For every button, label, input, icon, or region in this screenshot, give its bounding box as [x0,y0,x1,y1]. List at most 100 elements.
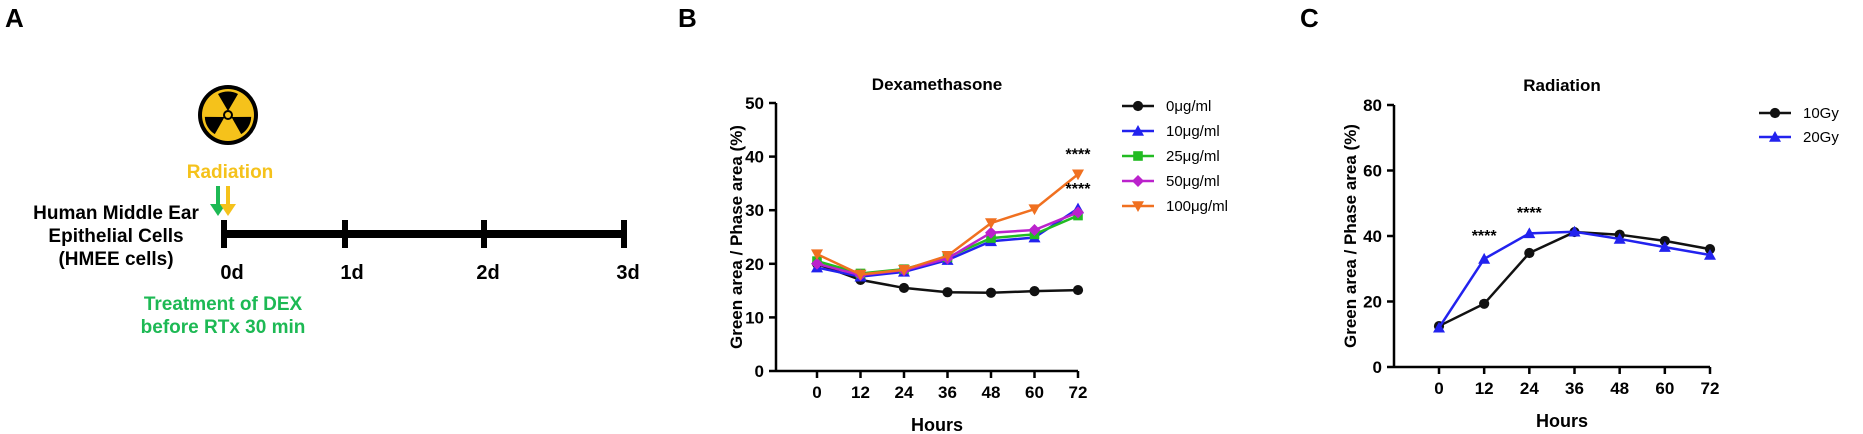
legend-label: 25μg/ml [1166,148,1220,165]
panel-b: B Dexamethasone 0 10 20 30 40 50 0 12 24 36 48 60 72 H… [678,3,1228,434]
data-point [811,249,823,261]
data-point [1479,298,1490,309]
data-point [942,287,953,298]
x-tick-label: 0 [812,383,821,402]
x-tick-label: 72 [1701,379,1720,398]
data-point [1613,232,1626,244]
y-axis-label: Green area / Phase area (%) [1341,124,1360,348]
data-point [811,257,823,270]
panel-letter-c: C [1300,3,1319,33]
data-point [898,264,910,276]
panel-letter-a: A [5,3,24,33]
data-point [1029,286,1040,297]
y-tick-label: 50 [745,94,764,113]
x-tick-label: 24 [895,383,914,402]
data-point [1704,248,1716,260]
panel-a: A Radiation Human Middle Ear Epithelial … [5,3,640,338]
legend-marker [1769,131,1781,142]
x-tick-label: 60 [1655,379,1674,398]
data-point [1478,252,1491,264]
timeline-tick-label: 3d [616,262,639,284]
radiation-label: Radiation [187,162,274,183]
data-point [1523,227,1536,239]
data-point [854,269,867,281]
y-axis-label: Green area / Phase area (%) [727,125,746,349]
y-tick-label: 80 [1363,96,1382,115]
x-tick-label: 60 [1025,383,1044,402]
radiation-chart: Radiation 0 20 40 60 80 0 12 24 36 48 60 72 Hours Gree… [1341,76,1839,431]
x-tick-label: 72 [1069,383,1088,402]
data-point [1524,247,1535,259]
treatment-line: Treatment of DEX [144,294,303,315]
x-axis-label: Hours [911,415,963,434]
x-tick-label: 36 [1565,379,1584,398]
data-point [985,226,997,239]
legend-marker [1132,201,1144,212]
legend-marker [1133,151,1143,161]
significance-annotation: **** [1066,146,1092,163]
legend-marker [1132,100,1144,112]
legend-label: 50μg/ml [1166,173,1220,190]
timeline: 0d 1d 2d 3d [220,220,640,284]
y-tick-label: 0 [755,362,764,381]
y-tick-label: 0 [1373,358,1382,377]
y-tick-label: 40 [745,148,764,167]
treatment-line: before RTx 30 min [141,317,306,338]
data-point [941,250,954,262]
panel-c: C Radiation 0 20 40 60 80 0 12 24 36 48 60 72 Hours Gr… [1300,3,1839,431]
x-tick-label: 48 [982,383,1001,402]
significance-annotation: **** [1517,205,1543,222]
x-tick-label: 12 [851,383,870,402]
data-point [1028,224,1041,237]
data-point [1568,225,1581,237]
legend-marker [1769,107,1781,119]
legend-label: 10μg/ml [1166,123,1220,140]
x-tick-label: 36 [938,383,957,402]
y-tick-label: 40 [1363,227,1382,246]
y-tick-label: 20 [1363,293,1382,312]
legend-label: 10Gy [1803,105,1839,122]
series-line-3 [816,211,1079,277]
y-tick-label: 60 [1363,162,1382,181]
treatment-arrow-icon [210,186,226,216]
series-line-1 [816,207,1079,278]
data-point [1072,169,1084,181]
y-tick-label: 30 [745,201,764,220]
timeline-tick-label: 0d [220,262,243,284]
radiation-icon [198,85,258,145]
chart-title: Radiation [1523,76,1600,95]
series-line-1 [1437,230,1711,329]
dexamethasone-chart: Dexamethasone 0 10 20 30 40 50 0 12 24 36 48 60 72 Hou… [727,75,1228,434]
legend-label: 0μg/ml [1166,98,1211,115]
x-axis-label: Hours [1536,411,1588,431]
timeline-tick-label: 2d [476,262,499,284]
cell-description: Human Middle Ear Epithelial Cells (HMEE … [33,203,199,270]
cell-label-line: (HMEE cells) [58,249,173,270]
data-point [1659,235,1670,247]
x-tick-label: 12 [1475,379,1494,398]
x-tick-label: 0 [1434,379,1443,398]
legend-label: 100μg/ml [1166,198,1228,215]
significance-annotation: **** [1066,181,1092,198]
data-point [985,287,997,298]
panel-letter-b: B [678,3,697,33]
significance-annotation: **** [1472,228,1498,245]
data-point [898,282,910,294]
x-tick-label: 24 [1520,379,1539,398]
radiation-arrow-icon [220,186,236,216]
x-tick-label: 48 [1610,379,1629,398]
data-point [1433,321,1445,333]
chart-title: Dexamethasone [872,75,1002,94]
data-point [1028,204,1041,216]
y-tick-label: 20 [745,255,764,274]
legend-marker [1132,175,1144,187]
data-point [985,218,997,230]
legend-marker [1132,125,1144,136]
y-tick-label: 10 [745,308,764,327]
series-line-0 [1438,230,1711,328]
timeline-tick-label: 1d [340,262,363,284]
data-point [1072,206,1084,219]
cell-label-line: Epithelial Cells [48,226,183,247]
cell-label-line: Human Middle Ear [33,203,199,224]
